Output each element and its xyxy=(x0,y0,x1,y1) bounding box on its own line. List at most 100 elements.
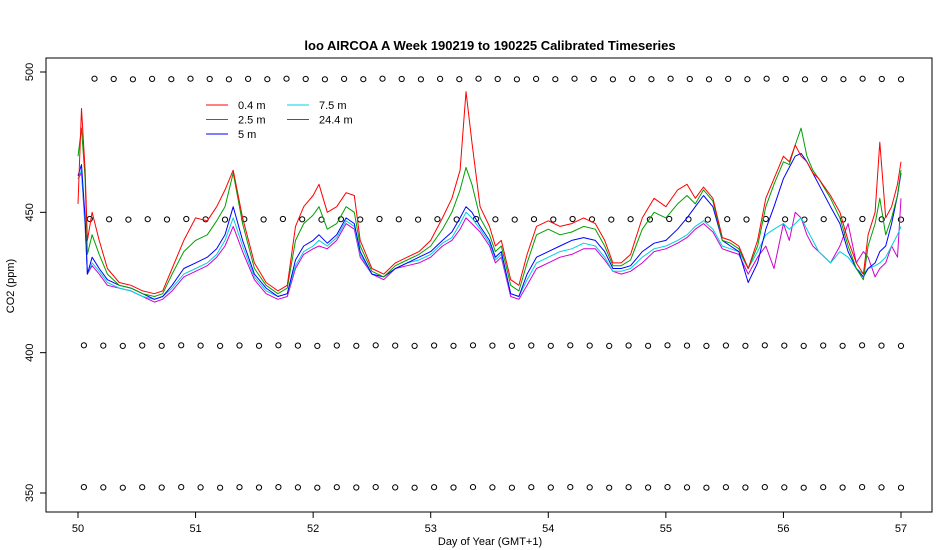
y-axis-label: CO2 (ppm) xyxy=(5,259,17,313)
calibration-point xyxy=(125,216,132,223)
calibration-point xyxy=(411,484,418,491)
calibration-point xyxy=(646,216,654,223)
series-line-0-4-m xyxy=(77,91,902,295)
calibration-point xyxy=(294,484,301,491)
calibration-point xyxy=(744,76,751,83)
calibration-markers xyxy=(80,75,905,491)
calibration-point xyxy=(782,216,789,223)
calibration-point xyxy=(279,215,286,223)
calibration-point xyxy=(820,216,827,223)
y-tick-label: 400 xyxy=(24,343,36,361)
calibration-point xyxy=(197,484,204,491)
y-tick-label: 350 xyxy=(24,484,36,502)
calibration-point xyxy=(217,342,224,349)
calibration-point xyxy=(431,342,438,349)
calibration-point xyxy=(183,215,190,223)
calibration-point xyxy=(645,484,652,491)
legend: 0.4 m 2.5 m 5 m 7.5 m 24.4 m xyxy=(206,100,353,141)
calibration-point xyxy=(473,215,480,223)
calibration-point xyxy=(489,342,496,349)
calibration-point xyxy=(163,216,171,223)
calibration-point xyxy=(469,342,477,349)
calibration-point xyxy=(255,484,263,491)
calibration-point xyxy=(552,76,559,83)
calibration-point xyxy=(533,75,540,83)
calibration-point xyxy=(571,75,578,82)
calibration-point xyxy=(743,216,750,223)
calibration-point xyxy=(450,484,457,491)
calibration-point xyxy=(839,484,846,491)
calibration-point xyxy=(245,75,252,83)
calibration-point xyxy=(91,75,98,82)
calibration-point xyxy=(683,342,691,349)
calibration-point xyxy=(685,216,692,223)
calibration-point xyxy=(878,484,885,491)
calibration-point xyxy=(567,484,574,491)
calibration-point xyxy=(434,216,441,223)
calibration-point xyxy=(236,342,243,349)
calibration-point xyxy=(781,342,788,349)
calibration-point xyxy=(878,216,885,223)
calibration-point xyxy=(283,75,290,82)
calibration-point xyxy=(878,75,885,83)
legend-label: 7.5 m xyxy=(319,100,347,112)
calibration-point xyxy=(724,216,731,223)
calibration-point xyxy=(763,75,770,82)
calibration-point xyxy=(840,76,847,83)
calibration-point xyxy=(302,75,309,83)
chart-title: loo AIRCOA A Week 190219 to 190225 Calib… xyxy=(304,38,675,53)
calibration-point xyxy=(158,342,165,349)
series-line-7-5-m xyxy=(77,169,902,300)
calibration-point xyxy=(569,215,576,223)
calibration-point xyxy=(437,75,444,83)
series-line-2-5-m xyxy=(77,127,902,297)
x-tick-label: 55 xyxy=(660,523,672,535)
calibration-point xyxy=(492,216,499,223)
calibration-point xyxy=(667,75,674,82)
calibration-point xyxy=(110,75,117,83)
calibration-point xyxy=(645,342,652,349)
calibration-point xyxy=(494,75,501,83)
x-tick-label: 52 xyxy=(307,523,319,535)
calibration-point xyxy=(314,484,321,491)
calibration-point xyxy=(119,342,126,349)
x-tick-label: 56 xyxy=(777,523,789,535)
x-tick-label: 54 xyxy=(542,523,554,535)
legend-label: 0.4 m xyxy=(238,100,266,112)
calibration-point xyxy=(168,76,175,83)
calibration-point xyxy=(158,484,165,491)
calibration-point xyxy=(294,342,301,349)
calibration-point xyxy=(629,75,636,83)
calibration-point xyxy=(782,75,789,83)
calibration-point xyxy=(742,342,749,349)
calibration-point xyxy=(225,76,232,83)
calibration-point xyxy=(627,216,634,223)
calibration-point xyxy=(664,484,671,491)
legend-label: 24.4 m xyxy=(319,115,353,127)
calibration-point xyxy=(415,216,422,223)
calibration-point xyxy=(431,484,438,491)
calibration-point xyxy=(392,342,399,349)
calibration-point xyxy=(722,342,730,349)
calibration-point xyxy=(236,484,243,491)
calibration-point xyxy=(333,342,340,349)
calibration-point xyxy=(859,484,866,491)
axes: 50 51 52 53 54 55 56 57 350 400 450 500 xyxy=(24,63,907,535)
calibration-point xyxy=(206,75,213,83)
y-tick-label: 500 xyxy=(24,63,36,81)
series-line-5-m xyxy=(77,152,902,300)
calibration-point xyxy=(761,342,768,349)
calibration-point xyxy=(80,484,88,491)
calibration-point xyxy=(299,216,306,223)
x-tick-label: 53 xyxy=(425,523,437,535)
calibration-point xyxy=(800,484,807,491)
calibration-point xyxy=(666,215,673,223)
calibration-point xyxy=(187,75,194,82)
calibration-point xyxy=(178,342,185,349)
calibration-point xyxy=(686,75,693,83)
calibration-point xyxy=(648,76,655,83)
calibration-point xyxy=(781,484,788,491)
calibration-point xyxy=(742,484,749,491)
calibration-point xyxy=(221,216,229,223)
calibration-point xyxy=(608,216,615,223)
